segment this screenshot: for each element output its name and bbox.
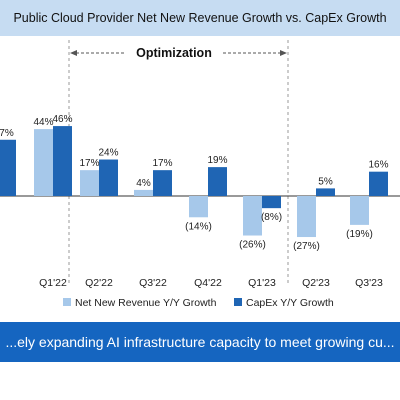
phase-arrow-head-right (280, 50, 287, 56)
chart-title: Public Cloud Provider Net New Revenue Gr… (13, 11, 387, 25)
bar-capex-4 (208, 167, 227, 196)
data-label-capex-7: 16% (368, 160, 388, 171)
bar-net-new-revenue-7 (350, 196, 369, 225)
data-label-capex-2: 24% (98, 148, 118, 159)
chart: Optimization 7%44%46%17%24%4%17%(14%)19%… (0, 40, 400, 309)
data-label-capex-5: (8%) (261, 212, 282, 223)
banner-text: ...ely expanding AI infrastructure capac… (5, 334, 395, 350)
phase-label: Optimization (136, 46, 212, 60)
legend-swatch-revenue (63, 298, 71, 306)
data-label-net-new-revenue-2: 17% (79, 158, 99, 169)
bar-net-new-revenue-5 (243, 196, 262, 236)
legend-label-revenue: Net New Revenue Y/Y Growth (75, 297, 217, 309)
bar-capex-5 (262, 196, 281, 209)
data-label-capex-6: 5% (318, 176, 333, 187)
data-label-net-new-revenue-7: (19%) (346, 229, 373, 240)
data-label-net-new-revenue-3: 4% (136, 178, 151, 189)
legend-label-capex: CapEx Y/Y Growth (246, 297, 334, 309)
category-label-4: Q4'22 (194, 277, 222, 289)
bar-net-new-revenue-6 (297, 196, 316, 238)
phase-arrow-head-left (70, 50, 77, 56)
category-label-7: Q3'23 (355, 277, 383, 289)
bar-net-new-revenue-4 (189, 196, 208, 218)
data-label-net-new-revenue-4: (14%) (185, 221, 212, 232)
data-label-capex-0: 7% (0, 128, 14, 139)
category-label-5: Q1'23 (248, 277, 276, 289)
bar-net-new-revenue-1 (34, 129, 53, 196)
bar-capex-7 (369, 171, 388, 196)
data-label-capex-1: 46% (52, 114, 72, 125)
bar-capex-6 (316, 188, 335, 196)
bar-capex-3 (153, 170, 172, 196)
category-label-1: Q1'22 (39, 277, 67, 289)
bar-capex-2 (99, 159, 118, 196)
title-bar: Public Cloud Provider Net New Revenue Gr… (0, 0, 400, 36)
bar-net-new-revenue-3 (134, 189, 153, 196)
value-labels: 7%44%46%17%24%4%17%(14%)19%(26%)(8%)(27%… (0, 114, 389, 252)
bottom-banner: ...ely expanding AI infrastructure capac… (0, 322, 400, 362)
data-label-net-new-revenue-6: (27%) (293, 241, 320, 252)
bar-net-new-revenue-2 (80, 170, 99, 196)
category-label-3: Q3'22 (139, 277, 167, 289)
bar-capex-1 (53, 126, 72, 196)
category-label-6: Q2'23 (302, 277, 330, 289)
data-label-capex-4: 19% (207, 155, 227, 166)
legend-swatch-capex (234, 298, 242, 306)
data-label-capex-3: 17% (152, 158, 172, 169)
bars (0, 126, 388, 238)
data-label-net-new-revenue-1: 44% (33, 117, 53, 128)
data-label-net-new-revenue-5: (26%) (239, 240, 266, 251)
bar-capex-0 (0, 139, 16, 196)
category-label-2: Q2'22 (85, 277, 113, 289)
